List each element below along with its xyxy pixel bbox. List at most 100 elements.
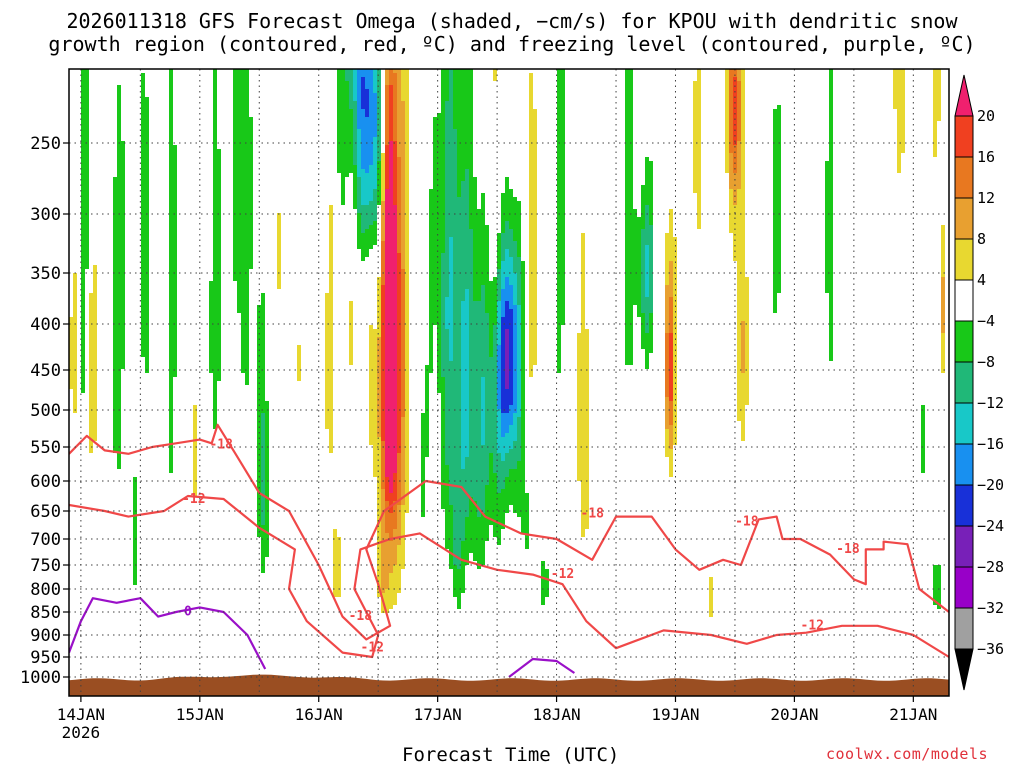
omega-cell	[465, 557, 469, 561]
omega-cell	[469, 397, 473, 401]
omega-cell	[469, 133, 473, 137]
omega-cell	[453, 373, 457, 377]
omega-cell	[457, 101, 461, 105]
omega-cell	[265, 469, 269, 473]
omega-cell	[393, 325, 397, 329]
omega-cell	[93, 417, 97, 421]
omega-cell	[401, 261, 405, 265]
omega-cell	[441, 153, 445, 157]
omega-cell	[213, 281, 217, 285]
omega-cell	[405, 169, 409, 173]
omega-cell	[473, 365, 477, 369]
omega-cell	[397, 521, 401, 525]
omega-cell	[117, 249, 121, 253]
omega-cell	[401, 273, 405, 277]
omega-cell	[453, 497, 457, 501]
omega-cell	[445, 113, 449, 117]
omega-cell	[81, 89, 85, 93]
omega-cell	[141, 289, 145, 293]
omega-cell	[113, 293, 117, 297]
omega-cell	[473, 281, 477, 285]
omega-cell	[497, 389, 501, 393]
omega-cell	[421, 449, 425, 453]
omega-cell	[405, 249, 409, 253]
omega-cell	[217, 357, 221, 361]
omega-cell	[433, 249, 437, 253]
omega-cell	[117, 345, 121, 349]
omega-cell	[241, 145, 245, 149]
omega-cell	[393, 389, 397, 393]
omega-cell	[357, 85, 361, 89]
omega-cell	[297, 365, 301, 369]
omega-cell	[145, 129, 149, 133]
omega-cell	[397, 193, 401, 197]
omega-cell	[381, 493, 385, 497]
omega-cell	[369, 77, 373, 81]
omega-cell	[361, 145, 365, 149]
omega-cell	[213, 73, 217, 77]
omega-cell	[117, 121, 121, 125]
omega-cell	[473, 185, 477, 189]
omega-cell	[477, 325, 481, 329]
omega-cell	[257, 477, 261, 481]
omega-cell	[405, 333, 409, 337]
omega-cell	[369, 101, 373, 105]
omega-cell	[377, 453, 381, 457]
omega-cell	[217, 185, 221, 189]
omega-cell	[329, 397, 333, 401]
omega-cell	[265, 453, 269, 457]
omega-cell	[261, 389, 265, 393]
omega-cell	[233, 169, 237, 173]
omega-cell	[465, 301, 469, 305]
omega-cell	[141, 297, 145, 301]
omega-cell	[441, 393, 445, 397]
omega-cell	[233, 73, 237, 77]
omega-cell	[497, 517, 501, 521]
omega-cell	[389, 373, 393, 377]
omega-cell	[249, 137, 253, 141]
omega-cell	[437, 113, 441, 117]
omega-cell	[433, 317, 437, 321]
omega-cell	[397, 321, 401, 325]
omega-cell	[233, 157, 237, 161]
omega-cell	[501, 513, 505, 517]
omega-cell	[385, 81, 389, 85]
omega-cell	[245, 193, 249, 197]
omega-cell	[69, 377, 73, 381]
omega-cell	[481, 233, 485, 237]
omega-cell	[457, 585, 461, 589]
omega-cell	[465, 357, 469, 361]
omega-cell	[457, 81, 461, 85]
omega-cell	[217, 241, 221, 245]
omega-cell	[141, 157, 145, 161]
omega-cell	[373, 229, 377, 233]
omega-cell	[237, 85, 241, 89]
omega-cell	[357, 217, 361, 221]
omega-cell	[401, 141, 405, 145]
omega-cell	[193, 445, 197, 449]
omega-cell	[485, 349, 489, 353]
omega-cell	[493, 461, 497, 465]
omega-cell	[241, 209, 245, 213]
omega-cell	[405, 209, 409, 213]
omega-cell	[449, 265, 453, 269]
omega-cell	[437, 293, 441, 297]
omega-cell	[445, 93, 449, 97]
omega-cell	[93, 409, 97, 413]
omega-cell	[393, 309, 397, 313]
omega-cell	[373, 241, 377, 245]
omega-cell	[145, 117, 149, 121]
omega-cell	[461, 273, 465, 277]
omega-cell	[489, 341, 493, 345]
omega-cell	[433, 177, 437, 181]
omega-cell	[405, 141, 409, 145]
omega-cell	[453, 285, 457, 289]
omega-cell	[465, 249, 469, 253]
omega-cell	[85, 237, 89, 241]
omega-cell	[113, 281, 117, 285]
omega-cell	[357, 149, 361, 153]
omega-cell	[421, 453, 425, 457]
omega-cell	[489, 445, 493, 449]
omega-cell	[117, 261, 121, 265]
omega-cell	[241, 253, 245, 257]
